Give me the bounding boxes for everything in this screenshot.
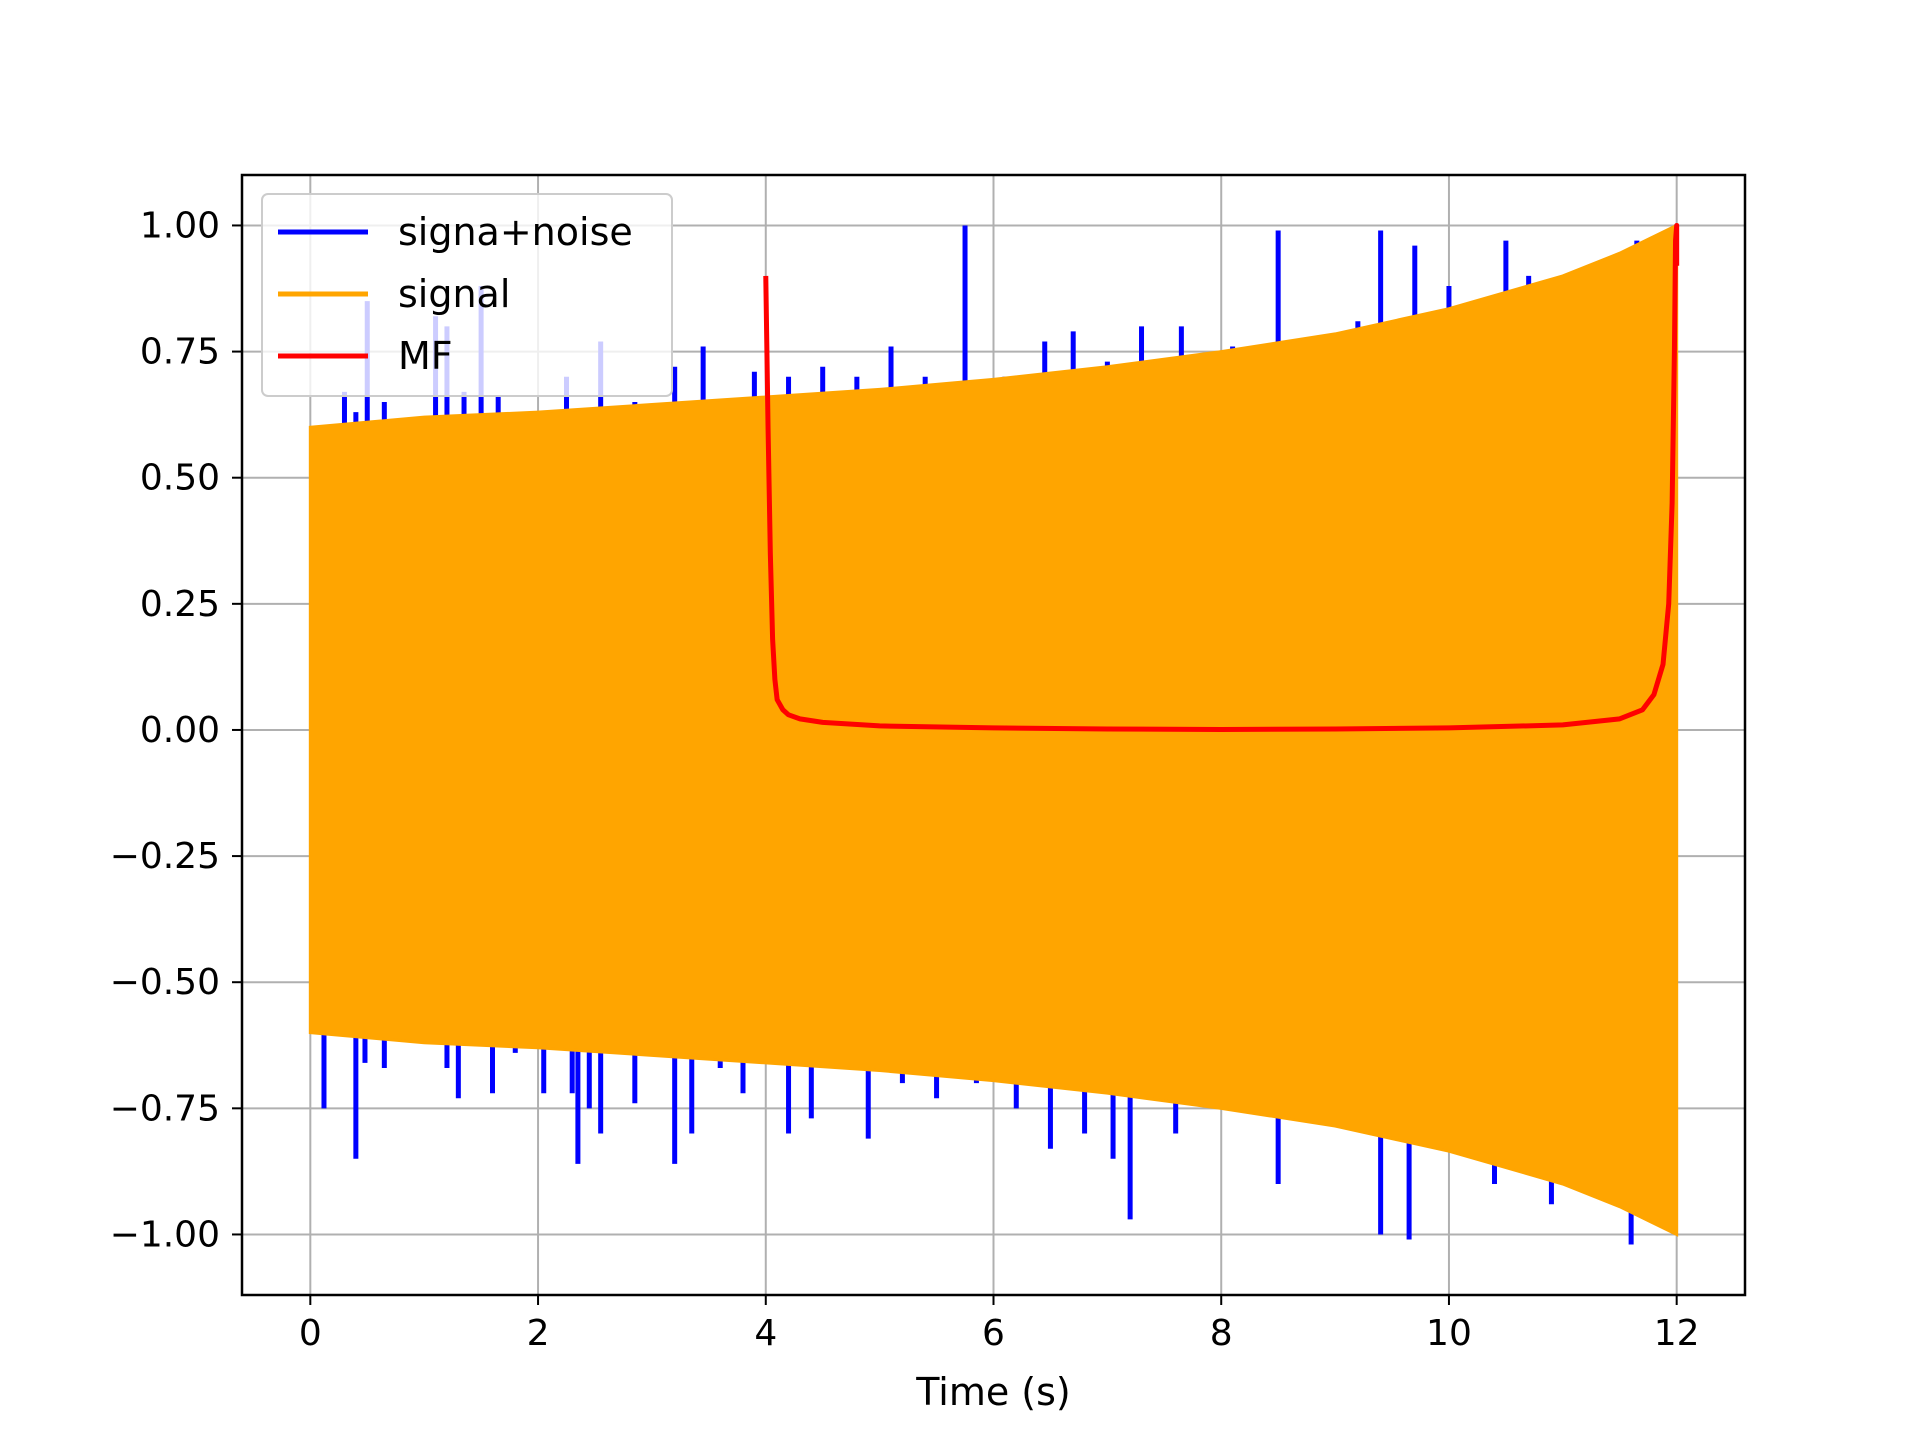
legend: signa+noise signal MF <box>261 193 673 397</box>
legend-box <box>261 193 673 397</box>
x-tick-label: 0 <box>299 1313 322 1354</box>
y-tick-label: 1.00 <box>140 205 220 246</box>
y-tick-label: 0.50 <box>140 458 220 499</box>
x-axis-title: Time (s) <box>915 1370 1071 1414</box>
y-tick-label: 0.75 <box>140 332 220 373</box>
y-tick-label: 0.00 <box>140 710 220 751</box>
x-tick-label: 10 <box>1426 1313 1472 1354</box>
y-tick-label: −1.00 <box>110 1214 220 1255</box>
x-tick-label: 6 <box>982 1313 1005 1354</box>
series-mf-line <box>763 222 1680 732</box>
legend-label-signal: signal <box>398 272 510 316</box>
plot-area <box>308 222 1680 1245</box>
y-axis: 1.00 0.75 0.50 0.25 0.00 −0.25 −0.50 −0.75 −1.00 <box>110 205 242 1255</box>
x-tick-label: 4 <box>754 1313 777 1354</box>
y-tick-label: −0.75 <box>110 1088 220 1129</box>
legend-label-mf: MF <box>398 334 453 378</box>
x-axis: 0 2 4 6 8 10 12 <box>299 1295 1700 1354</box>
x-tick-label: 2 <box>527 1313 550 1354</box>
y-tick-label: −0.50 <box>110 962 220 1003</box>
x-tick-label: 8 <box>1210 1313 1233 1354</box>
y-tick-label: 0.25 <box>140 584 220 625</box>
x-tick-label: 12 <box>1654 1313 1700 1354</box>
y-tick-label: −0.25 <box>110 836 220 877</box>
legend-label-signal-noise: signa+noise <box>398 210 633 254</box>
